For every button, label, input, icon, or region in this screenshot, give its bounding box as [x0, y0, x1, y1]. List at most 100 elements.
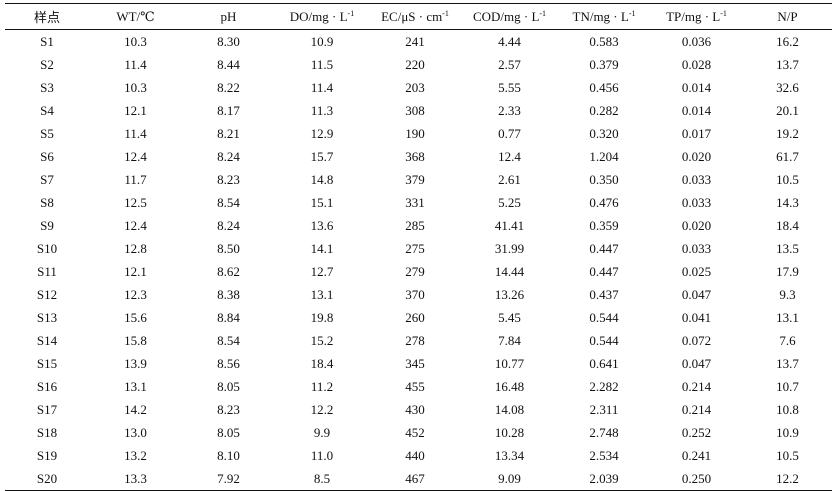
cell-site: S3 [40, 79, 54, 95]
cell-tp: 0.020 [681, 217, 712, 233]
cell-cod: 41.41 [494, 217, 525, 233]
cell-do: 10.9 [310, 33, 334, 49]
cell-wt: 12.5 [124, 194, 147, 210]
column-header-wt: WT/℃ [89, 4, 182, 30]
column-header-label: COD/mg · L [472, 8, 540, 24]
cell-site: S20 [36, 470, 58, 486]
cell-tp: 0.028 [681, 56, 712, 72]
cell-wt: 15.8 [124, 332, 147, 348]
cell-site: S16 [36, 378, 58, 394]
cell-cod: 16.48 [494, 378, 525, 394]
cell-np: 10.8 [776, 401, 799, 417]
cell-site: S11 [37, 263, 57, 279]
header-row: 样点 WT/℃ pH DO/mg · L-1 EC/μS · cm-1 COD/mg · … [5, 3, 832, 30]
cell-site: S1 [40, 33, 54, 49]
cell-tp: 0.025 [681, 263, 712, 279]
cell-wt: 12.1 [124, 102, 147, 118]
table-row: S12 12.3 8.38 13.1 370 13.26 0.437 0.047 9.3 [5, 283, 832, 306]
cell-wt: 15.6 [124, 309, 147, 325]
cell-ph: 8.54 [217, 194, 240, 210]
cell-tn: 0.641 [589, 355, 619, 371]
cell-ph: 8.30 [217, 33, 240, 49]
cell-tn: 0.320 [589, 125, 619, 141]
cell-do: 13.1 [310, 286, 334, 302]
cell-tn: 0.359 [589, 217, 619, 233]
cell-ec: 220 [405, 56, 425, 72]
cell-np: 10.7 [776, 378, 799, 394]
cell-ec: 345 [405, 355, 425, 371]
cell-ec: 379 [405, 171, 425, 187]
cell-do: 14.1 [310, 240, 334, 256]
cell-site: S14 [36, 332, 58, 348]
cell-tp: 0.047 [681, 286, 712, 302]
cell-ec: 308 [405, 102, 425, 118]
cell-tn: 2.748 [589, 424, 619, 440]
table-row: S5 11.4 8.21 12.9 190 0.77 0.320 0.017 19.2 [5, 122, 832, 145]
cell-tp: 0.250 [681, 470, 712, 486]
column-header-superscript: -1 [628, 8, 636, 18]
cell-ec: 278 [405, 332, 425, 348]
cell-ph: 8.38 [217, 286, 240, 302]
cell-cod: 0.77 [498, 125, 521, 141]
cell-wt: 13.1 [124, 378, 147, 394]
cell-tn: 0.544 [589, 309, 619, 325]
column-header-label: DO/mg · L [289, 8, 348, 24]
column-header-label: TN/mg · L [572, 8, 629, 24]
cell-tp: 0.020 [681, 148, 712, 164]
cell-tp: 0.014 [681, 102, 712, 118]
cell-ec: 467 [405, 470, 425, 486]
water-quality-table: 样点 WT/℃ pH DO/mg · L-1 EC/μS · cm-1 COD/mg · … [5, 3, 832, 491]
table-row: S17 14.2 8.23 12.2 430 14.08 2.311 0.214 10.8 [5, 398, 832, 421]
cell-np: 18.4 [776, 217, 799, 233]
cell-do: 19.8 [310, 309, 334, 325]
cell-do: 11.2 [310, 378, 334, 394]
table-row: S14 15.8 8.54 15.2 278 7.84 0.544 0.072 7.6 [5, 329, 832, 352]
cell-tp: 0.036 [681, 33, 712, 49]
cell-tp: 0.241 [681, 447, 712, 463]
table-row: S11 12.1 8.62 12.7 279 14.44 0.447 0.025 17.9 [5, 260, 832, 283]
table-header: 样点 WT/℃ pH DO/mg · L-1 EC/μS · cm-1 COD/mg · … [5, 3, 832, 30]
cell-tn: 2.282 [589, 378, 619, 394]
cell-tp: 0.033 [681, 240, 712, 256]
table-row: S3 10.3 8.22 11.4 203 5.55 0.456 0.014 32.6 [5, 76, 832, 99]
cell-ec: 368 [405, 148, 425, 164]
column-header-site: 样点 [5, 4, 89, 30]
cell-ph: 8.22 [217, 79, 240, 95]
cell-do: 15.2 [310, 332, 334, 348]
cell-ph: 8.24 [217, 148, 240, 164]
cell-tn: 1.204 [589, 148, 619, 164]
cell-do: 15.1 [310, 194, 334, 210]
table-row: S4 12.1 8.17 11.3 308 2.33 0.282 0.014 20.1 [5, 99, 832, 122]
cell-ph: 8.44 [217, 56, 240, 72]
cell-np: 7.6 [779, 332, 796, 348]
cell-np: 19.2 [776, 125, 799, 141]
cell-ph: 8.10 [217, 447, 240, 463]
table-row: S19 13.2 8.10 11.0 440 13.34 2.534 0.241 10.5 [5, 444, 832, 467]
column-header-label: WT/℃ [116, 8, 155, 24]
cell-do: 11.5 [310, 56, 334, 72]
cell-np: 12.2 [776, 470, 799, 486]
column-header-tn: TN/mg · L-1 [558, 4, 650, 30]
cell-wt: 11.4 [124, 56, 147, 72]
cell-np: 9.3 [779, 286, 796, 302]
cell-tp: 0.041 [681, 309, 712, 325]
table-row: S9 12.4 8.24 13.6 285 41.41 0.359 0.020 18.4 [5, 214, 832, 237]
cell-do: 11.3 [310, 102, 334, 118]
cell-ph: 8.17 [217, 102, 240, 118]
cell-cod: 2.61 [498, 171, 521, 187]
cell-cod: 9.09 [498, 470, 521, 486]
cell-do: 12.7 [310, 263, 334, 279]
cell-wt: 11.4 [124, 125, 147, 141]
table-row: S10 12.8 8.50 14.1 275 31.99 0.447 0.033 13.5 [5, 237, 832, 260]
column-header-ec: EC/μS · cm-1 [369, 4, 461, 30]
cell-site: S4 [40, 102, 54, 118]
cell-ec: 430 [405, 401, 425, 417]
cell-site: S17 [36, 401, 58, 417]
cell-cod: 5.25 [498, 194, 521, 210]
cell-site: S9 [40, 217, 54, 233]
cell-ph: 8.05 [217, 424, 240, 440]
cell-cod: 4.44 [498, 33, 521, 49]
cell-do: 11.4 [310, 79, 334, 95]
cell-cod: 31.99 [494, 240, 525, 256]
cell-cod: 12.4 [498, 148, 521, 164]
